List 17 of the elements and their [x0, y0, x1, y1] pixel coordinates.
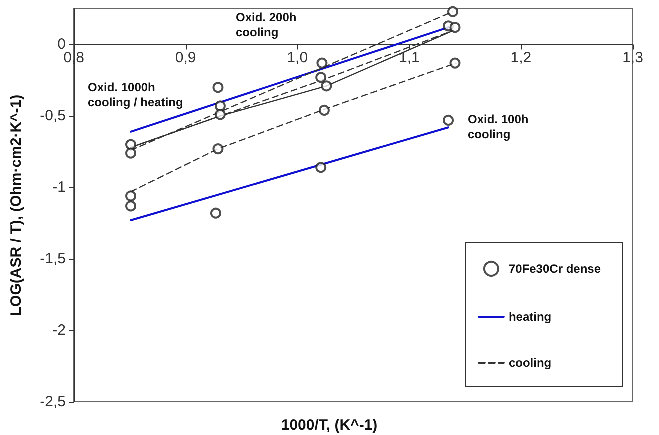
legend-label: cooling: [508, 356, 552, 370]
x-tick-label: 1,2: [510, 50, 532, 67]
y-tick-label: -2,5: [40, 394, 66, 410]
y-tick-label: 0: [58, 36, 66, 54]
annotation: Oxid. 200h cooling: [236, 10, 300, 40]
x-tick-label: 0,9: [175, 50, 196, 67]
annotation: Oxid. 100h cooling: [468, 112, 532, 142]
legend-label: 70Fe30Cr dense: [508, 262, 602, 276]
legend-label: heating: [508, 310, 552, 324]
annotation: Oxid. 1000h cooling / heating: [88, 80, 184, 110]
y-tick-label: -1: [52, 179, 66, 196]
y-tick-label: -1,5: [40, 250, 66, 268]
y-tick-label: -0,5: [40, 108, 66, 125]
x-tick-label: 1,0: [287, 50, 308, 67]
x-axis-title: 1000/T, (K^-1): [281, 417, 378, 434]
y-tick-label: -2: [52, 322, 66, 340]
y-axis-title: LOG(ASR / T), (Ohm·cm2·K^-1): [8, 94, 25, 316]
